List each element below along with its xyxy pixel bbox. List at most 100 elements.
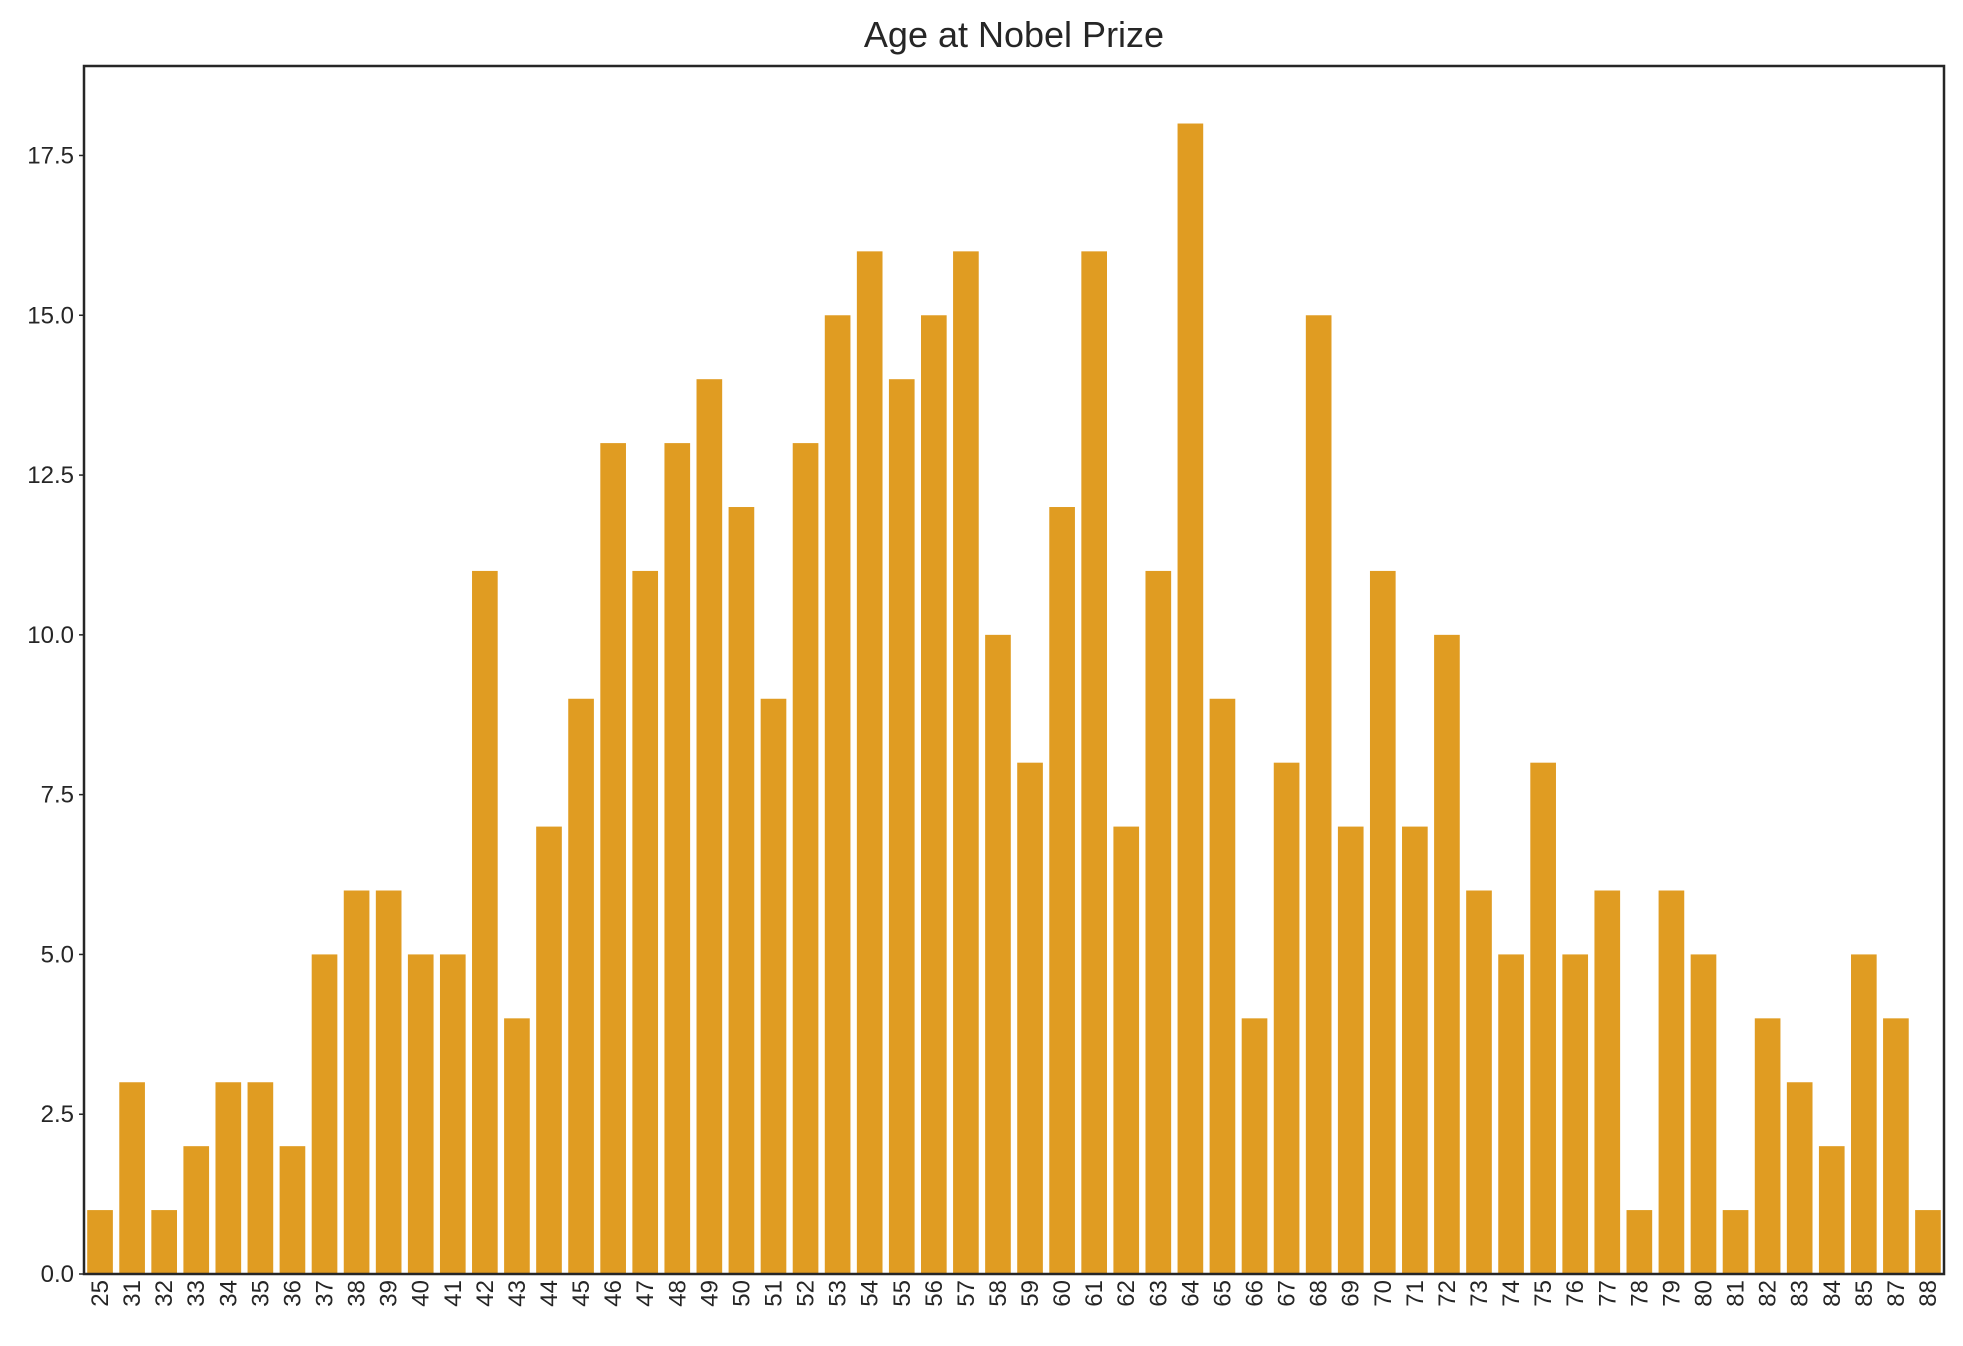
- bar-age-83: [1786, 1082, 1813, 1274]
- bar-age-88: [1915, 1210, 1941, 1274]
- bar-age-38: [343, 890, 370, 1274]
- x-tick-label: 32: [151, 1280, 178, 1307]
- x-tick-label: 81: [1723, 1280, 1750, 1307]
- bar-age-65: [1209, 698, 1236, 1274]
- x-tick-label: 62: [1113, 1280, 1140, 1307]
- bar-age-69: [1337, 826, 1364, 1274]
- x-tick-label: 58: [985, 1280, 1012, 1307]
- bars-layer: [87, 123, 1941, 1275]
- x-tick-label: 63: [1145, 1280, 1172, 1307]
- x-tick-label: 75: [1530, 1280, 1557, 1307]
- bar-age-68: [1305, 315, 1332, 1274]
- bar-age-80: [1690, 954, 1717, 1274]
- bar-age-56: [921, 315, 947, 1274]
- bar-age-55: [888, 379, 915, 1274]
- bar-age-45: [568, 698, 594, 1274]
- x-tick-label: 48: [664, 1280, 691, 1307]
- x-tick-label: 41: [440, 1280, 467, 1307]
- bar-age-42: [472, 570, 498, 1274]
- x-tick-label: 69: [1338, 1280, 1365, 1307]
- x-tick-label: 71: [1402, 1280, 1429, 1307]
- x-tick-label: 70: [1370, 1280, 1397, 1307]
- bar-age-72: [1434, 634, 1460, 1274]
- x-tick-label: 74: [1498, 1280, 1525, 1307]
- bar-age-67: [1273, 762, 1300, 1274]
- x-tick-label: 44: [536, 1280, 563, 1307]
- x-tick-label: 50: [728, 1280, 755, 1307]
- x-tick-label: 76: [1562, 1280, 1589, 1307]
- bar-age-52: [792, 443, 819, 1275]
- bar-age-47: [632, 570, 659, 1274]
- x-tick-label: 84: [1819, 1280, 1846, 1307]
- y-tick-label: 2.5: [41, 1101, 74, 1128]
- bar-age-74: [1498, 954, 1524, 1274]
- bar-age-41: [439, 954, 466, 1274]
- bar-age-25: [87, 1210, 113, 1274]
- bar-age-62: [1113, 826, 1140, 1274]
- x-tick-label: 46: [600, 1280, 627, 1307]
- x-tick-label: 72: [1434, 1280, 1461, 1307]
- bar-age-50: [728, 507, 755, 1274]
- bar-age-84: [1818, 1146, 1845, 1274]
- x-tick-label: 33: [183, 1280, 210, 1307]
- x-tick-label: 55: [889, 1280, 916, 1307]
- x-tick-label: 37: [312, 1280, 339, 1307]
- x-tick-label: 80: [1690, 1280, 1717, 1307]
- x-tick-label: 82: [1755, 1280, 1782, 1307]
- x-tick-label: 77: [1594, 1280, 1621, 1307]
- chart-title: Age at Nobel Prize: [864, 14, 1164, 55]
- x-tick-label: 45: [568, 1280, 595, 1307]
- x-tick-label: 83: [1787, 1280, 1814, 1307]
- x-tick-label: 65: [1209, 1280, 1236, 1307]
- bar-age-87: [1883, 1018, 1909, 1274]
- bar-age-34: [215, 1082, 242, 1274]
- x-tick-label: 51: [760, 1280, 787, 1307]
- bar-age-71: [1402, 826, 1428, 1274]
- bar-age-46: [600, 443, 626, 1275]
- bar-age-57: [953, 251, 979, 1275]
- bar-age-35: [247, 1082, 274, 1274]
- bar-age-53: [824, 315, 851, 1274]
- bar-age-59: [1017, 762, 1043, 1274]
- x-axis: 25 31 32 33 34 35 36 37 38 39 40 41 42 43 44 45 46 47 48 49…: [87, 1280, 1942, 1307]
- x-tick-label: 87: [1883, 1280, 1910, 1307]
- bar-age-82: [1754, 1018, 1781, 1274]
- bar-age-81: [1722, 1210, 1749, 1274]
- bar-age-33: [183, 1146, 210, 1274]
- bar-age-77: [1594, 890, 1621, 1274]
- bar-age-40: [407, 954, 434, 1274]
- bar-age-58: [985, 634, 1011, 1274]
- x-tick-label: 66: [1242, 1280, 1269, 1307]
- bar-age-37: [311, 954, 338, 1274]
- x-tick-label: 59: [1017, 1280, 1044, 1307]
- plot-frame: [82, 64, 1946, 1276]
- bar-age-76: [1562, 954, 1589, 1274]
- bar-age-39: [375, 890, 402, 1274]
- x-tick-label: 40: [408, 1280, 435, 1307]
- bar-age-48: [664, 443, 691, 1275]
- y-tick-label: 17.5: [27, 142, 74, 169]
- x-tick-label: 85: [1851, 1280, 1878, 1307]
- y-tick-label: 12.5: [27, 462, 74, 489]
- bar-age-66: [1241, 1018, 1268, 1274]
- y-tick-label: 15.0: [27, 302, 74, 329]
- x-tick-label: 73: [1466, 1280, 1493, 1307]
- x-tick-label: 47: [632, 1280, 659, 1307]
- bar-age-43: [504, 1018, 530, 1274]
- x-tick-label: 88: [1915, 1280, 1942, 1307]
- x-tick-label: 43: [504, 1280, 531, 1307]
- x-tick-label: 38: [344, 1280, 371, 1307]
- bar-age-31: [119, 1082, 145, 1274]
- bar-age-51: [760, 698, 787, 1274]
- x-tick-label: 54: [857, 1280, 884, 1307]
- x-tick-label: 68: [1306, 1280, 1333, 1307]
- x-tick-label: 36: [279, 1280, 306, 1307]
- bar-age-64: [1177, 123, 1204, 1274]
- y-tick-label: 7.5: [41, 782, 74, 809]
- bar-age-63: [1145, 570, 1172, 1274]
- bar-age-49: [696, 379, 723, 1274]
- x-tick-label: 61: [1081, 1280, 1108, 1307]
- x-tick-label: 39: [376, 1280, 403, 1307]
- y-axis: 0.0 2.5 5.0 7.5 10.0 12.5 15.0 17.5: [27, 142, 84, 1288]
